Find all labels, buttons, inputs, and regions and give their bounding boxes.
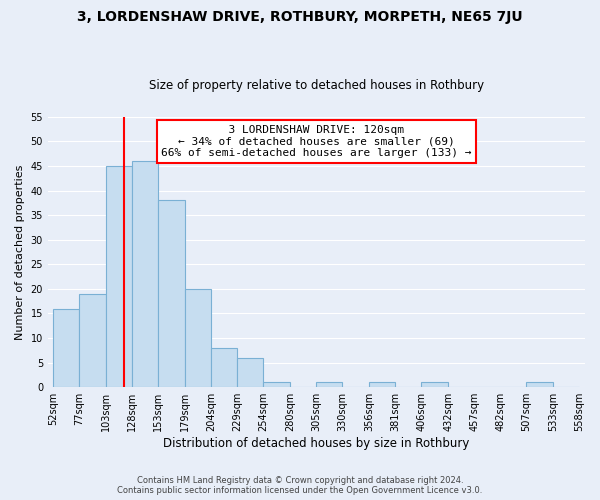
Bar <box>421 382 448 387</box>
Title: Size of property relative to detached houses in Rothbury: Size of property relative to detached ho… <box>149 79 484 92</box>
Bar <box>53 308 79 387</box>
Bar <box>237 358 263 387</box>
Bar <box>79 294 106 387</box>
Bar <box>185 289 211 387</box>
Bar <box>211 348 237 387</box>
Bar <box>526 382 553 387</box>
Text: 3 LORDENSHAW DRIVE: 120sqm  
← 34% of detached houses are smaller (69)
66% of se: 3 LORDENSHAW DRIVE: 120sqm ← 34% of deta… <box>161 125 472 158</box>
Bar <box>106 166 132 387</box>
Y-axis label: Number of detached properties: Number of detached properties <box>15 164 25 340</box>
Bar <box>158 200 185 387</box>
X-axis label: Distribution of detached houses by size in Rothbury: Distribution of detached houses by size … <box>163 437 469 450</box>
Bar <box>369 382 395 387</box>
Text: Contains HM Land Registry data © Crown copyright and database right 2024.
Contai: Contains HM Land Registry data © Crown c… <box>118 476 482 495</box>
Text: 3, LORDENSHAW DRIVE, ROTHBURY, MORPETH, NE65 7JU: 3, LORDENSHAW DRIVE, ROTHBURY, MORPETH, … <box>77 10 523 24</box>
Bar <box>132 161 158 387</box>
Bar <box>263 382 290 387</box>
Bar <box>316 382 342 387</box>
